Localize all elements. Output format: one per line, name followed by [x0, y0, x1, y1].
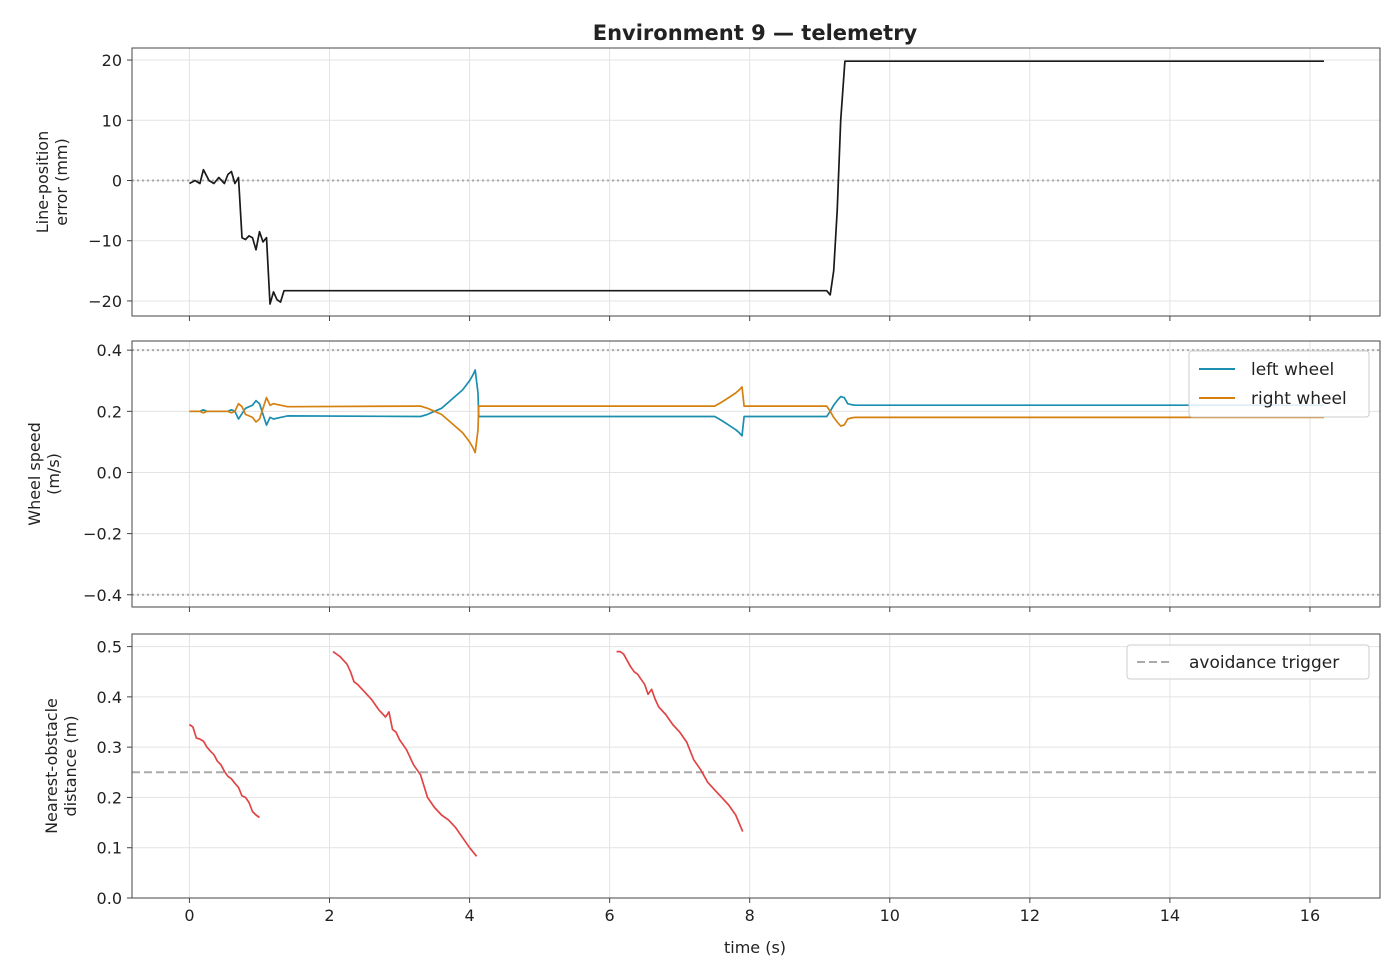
y-tick-label: 0.0 — [97, 889, 122, 908]
x-tick-label: 0 — [184, 906, 194, 925]
x-tick-label: 6 — [605, 906, 615, 925]
y-tick-label: 0.5 — [97, 638, 122, 657]
line-error-panel: 20 10 0 −10 −20 Line-positionerror (mm) — [33, 47, 1381, 321]
series-left-wheel — [189, 369, 1324, 437]
x-tick-label: 14 — [1160, 906, 1180, 925]
series-line — [188, 723, 260, 819]
y-axis-label: Line-positionerror (mm) — [33, 131, 71, 234]
x-tick-label: 16 — [1300, 906, 1320, 925]
series-line — [332, 650, 478, 857]
x-tick-label: 10 — [880, 906, 900, 925]
obstacle-distance-panel: 0 2 4 6 8 10 12 14 16 0.5 0.4 0.3 0.2 0.1 0.0 Nearest-o… — [42, 633, 1381, 925]
x-tick-label: 12 — [1020, 906, 1040, 925]
y-tick-label: 0.4 — [97, 688, 122, 707]
plot-frame — [131, 633, 1381, 899]
chart-title: Environment 9 — telemetry — [593, 21, 918, 45]
y-tick-label: 10 — [102, 111, 122, 130]
y-tick-label: 0.2 — [97, 788, 122, 807]
y-axis-label-line: Wheel speed — [25, 422, 44, 526]
legend-label: left wheel — [1251, 360, 1334, 380]
y-tick-label: 20 — [102, 51, 122, 70]
y-tick-label: −0.2 — [83, 525, 122, 544]
x-tick-label: 4 — [464, 906, 474, 925]
series-line — [188, 60, 1324, 305]
y-axis-label: Nearest-obstacledistance (m) — [42, 698, 80, 834]
y-tick-label: −10 — [88, 232, 122, 251]
legend-box — [1188, 350, 1370, 418]
y-axis-label-line: distance (m) — [61, 716, 80, 817]
y-tick-label: −20 — [88, 292, 122, 311]
y-axis-label-line: (m/s) — [44, 453, 63, 495]
x-tick-label: 2 — [324, 906, 334, 925]
y-tick-label: 0.2 — [97, 402, 122, 421]
y-axis-label-line: error (mm) — [52, 138, 71, 225]
legend-label: right wheel — [1251, 389, 1347, 409]
y-tick-label: 0.3 — [97, 738, 122, 757]
plot-frame — [131, 47, 1381, 317]
y-tick-label: 0.1 — [97, 839, 122, 858]
y-tick-label: −0.4 — [83, 586, 122, 605]
y-tick-label: 0.0 — [97, 463, 122, 482]
series-line — [616, 650, 744, 832]
plot-frame — [131, 340, 1381, 608]
x-tick-label: 8 — [745, 906, 755, 925]
y-tick-label: 0.4 — [97, 341, 122, 360]
y-axis-label: Wheel speed(m/s) — [25, 422, 63, 526]
y-axis-label-line: Line-position — [33, 131, 52, 234]
y-axis-label-line: Nearest-obstacle — [42, 698, 61, 834]
wheel-speed-panel: 0.4 0.2 0.0 −0.2 −0.4 Wheel speed(m/s) left wh… — [25, 340, 1381, 612]
y-tick-label: 0 — [112, 171, 122, 190]
series-right-wheel — [189, 386, 1324, 454]
legend-label: avoidance trigger — [1189, 653, 1339, 673]
x-axis-label: time (s) — [724, 938, 786, 957]
legend-box — [1126, 644, 1370, 680]
